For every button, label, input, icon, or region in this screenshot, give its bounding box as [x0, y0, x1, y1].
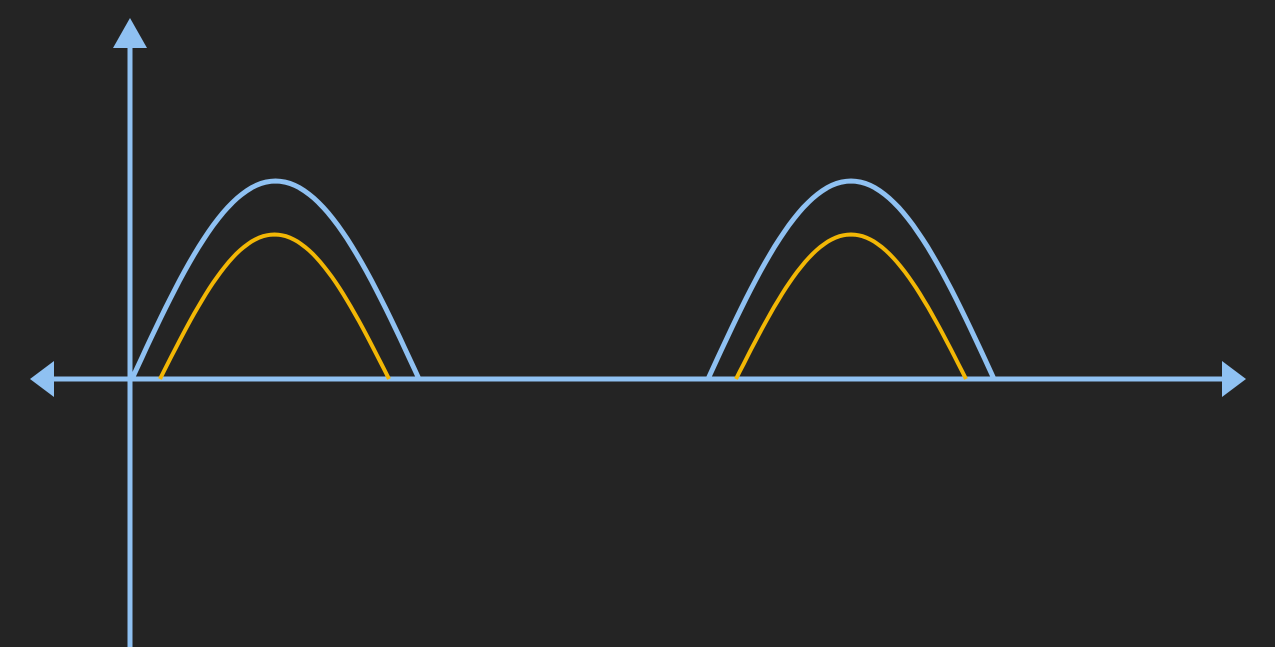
input-wave-pulse-2: [705, 178, 997, 381]
x-axis-left-arrow-icon: [30, 361, 54, 397]
output-wave-pulse-1: [158, 232, 391, 380]
x-axis-right-arrow-icon: [1222, 361, 1246, 397]
y-axis-arrow-icon: [113, 18, 147, 48]
input-wave-pulse-1: [129, 178, 422, 381]
output-wave-pulse-2: [734, 232, 968, 380]
